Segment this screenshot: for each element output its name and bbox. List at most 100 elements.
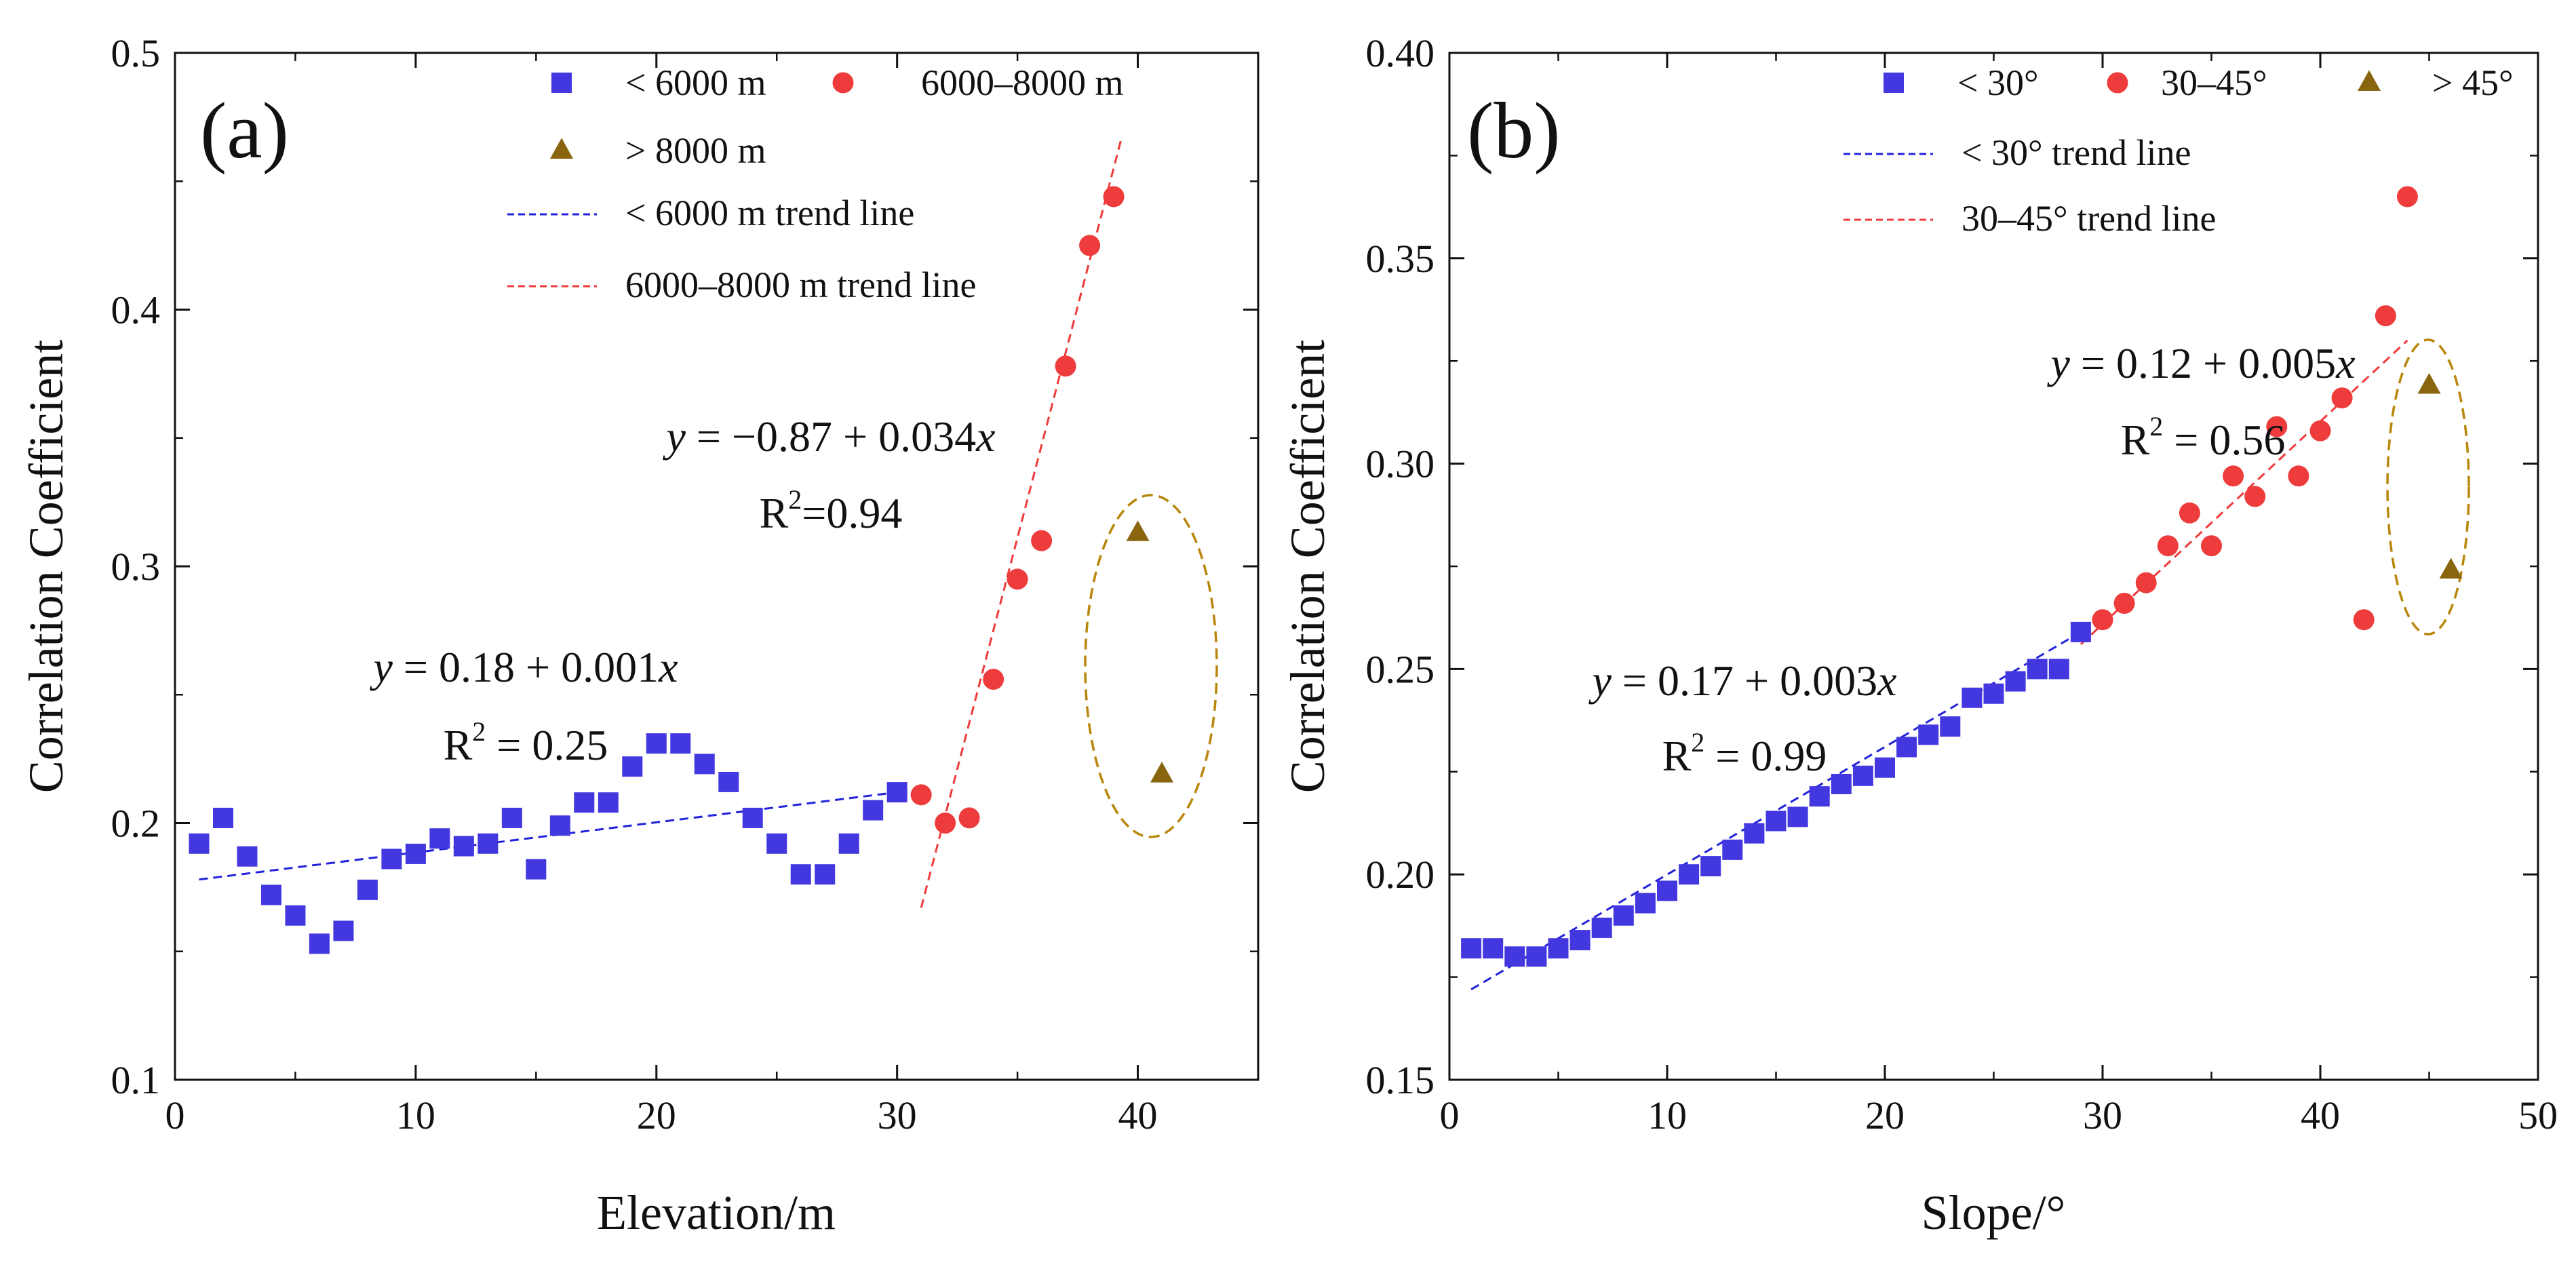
data-point — [2070, 621, 2091, 642]
data-point — [189, 833, 210, 854]
x-axis-title: Slope/° — [1921, 1186, 2066, 1240]
x-tick-label: 30 — [2083, 1093, 2122, 1137]
x-tick-label: 10 — [396, 1093, 435, 1137]
data-point — [983, 669, 1004, 690]
annotation-30-45deg-r2-prefix: R — [2121, 416, 2150, 464]
annotation-30-45deg-equation: y = 0.12 + 0.005x — [2047, 339, 2356, 387]
annotation-6000-8000-m-r2: R2=0.94 — [760, 484, 903, 537]
x-axis-title: Elevation/m — [597, 1186, 836, 1240]
data-point — [2417, 372, 2441, 394]
data-point — [1635, 893, 1656, 914]
data-point — [1126, 520, 1150, 541]
data-point — [1504, 946, 1525, 967]
data-point — [2201, 535, 2222, 557]
annotation-lt-30deg-equation: y = 0.17 + 0.003x — [1588, 657, 1897, 705]
data-point — [2048, 659, 2069, 680]
outlier-ellipse — [2386, 338, 2470, 636]
data-point — [260, 884, 281, 905]
data-point — [1809, 786, 1830, 807]
data-point — [381, 848, 402, 870]
data-point — [1722, 839, 1743, 860]
legend-marker-lt-30deg — [1884, 73, 1904, 93]
y-tick-label: 0.30 — [1366, 442, 1435, 486]
legend-label-6000-8000-m: 6000–8000 m — [921, 62, 1124, 103]
data-point — [1700, 856, 1721, 877]
data-point — [2266, 416, 2288, 437]
annotation-6000-8000-m-equation: y = −0.87 + 0.034x — [662, 412, 995, 461]
legend-marker-30-45deg — [2107, 72, 2128, 94]
data-point — [1765, 811, 1787, 832]
data-point — [549, 815, 570, 836]
data-point — [598, 792, 619, 813]
y-tick-label: 0.25 — [1366, 647, 1435, 691]
y-tick-label: 0.2 — [111, 802, 161, 846]
legend-label-gt-8000-m: > 8000 m — [625, 130, 766, 171]
trend-line-lt-6000-m-trend-line — [199, 791, 897, 881]
data-point — [1940, 716, 1961, 737]
data-point — [1657, 880, 1677, 901]
data-point — [212, 807, 233, 828]
annotation-lt-6000-m-r2-sup: 2 — [472, 716, 486, 747]
data-point — [477, 833, 499, 854]
annotation-lt-6000-m-eq-part-1: = 0.18 + 0.001 — [393, 643, 659, 691]
data-point — [1526, 946, 1547, 967]
data-point — [2396, 186, 2418, 208]
y-tick-label: 0.5 — [111, 31, 161, 75]
trend-line-30-45deg-trend-line — [2080, 339, 2408, 646]
data-point — [453, 836, 474, 857]
series-lt-6000-m — [189, 733, 908, 954]
data-point — [1055, 355, 1076, 377]
annotation-lt-6000-m-eq-part-2: x — [658, 643, 678, 691]
annotation-30-45deg-eq-part-1: = 0.12 + 0.005 — [2070, 339, 2336, 387]
y-tick-label: 0.40 — [1366, 31, 1435, 75]
legend-label-lt-30deg: < 30° — [1957, 62, 2039, 103]
legend-label-6000-8000-m-trend-line: 6000–8000 m trend line — [625, 265, 976, 305]
data-point — [2005, 671, 2026, 692]
data-point — [574, 792, 595, 813]
data-point — [1875, 757, 1895, 778]
data-point — [2288, 465, 2309, 487]
annotation-lt-30deg-eq-part-2: x — [1877, 657, 1896, 705]
annotation-6000-8000-m-eq-part-0: y — [662, 412, 686, 461]
data-point — [958, 807, 980, 829]
data-point — [2092, 609, 2113, 631]
data-point — [1103, 186, 1125, 208]
x-tick-label: 40 — [2301, 1093, 2340, 1137]
x-tick-label: 0 — [165, 1093, 185, 1137]
legend-label-30-45deg-trend-line: 30–45° trend line — [1962, 198, 2217, 239]
data-point — [2113, 593, 2135, 614]
data-point — [501, 807, 522, 828]
annotation-6000-8000-m-eq-part-2: x — [975, 412, 995, 461]
annotation-lt-6000-m-r2-prefix: R — [444, 721, 473, 769]
data-point — [2135, 572, 2157, 593]
data-point — [1483, 938, 1504, 959]
annotation-lt-6000-m-r2: R2 = 0.25 — [444, 716, 608, 769]
data-point — [2157, 535, 2179, 557]
data-point — [886, 782, 908, 803]
data-point — [2223, 465, 2244, 487]
series-gt-45deg — [2417, 372, 2463, 579]
outlier-ellipse — [1084, 494, 1218, 838]
annotation-lt-6000-m-eq-part-0: y — [370, 643, 393, 691]
annotation-lt-30deg-eq-part-1: = 0.17 + 0.003 — [1612, 657, 1877, 705]
annotation-30-45deg-r2-value: = 0.56 — [2163, 416, 2285, 464]
legend-label-lt-30deg-trend-line: < 30° trend line — [1962, 132, 2191, 173]
y-axis-title: Correlation Coefficient — [1281, 340, 1335, 793]
data-point — [526, 859, 547, 880]
data-point — [742, 807, 763, 828]
legend-label-lt-6000-m-trend-line: < 6000 m trend line — [625, 193, 914, 233]
data-point — [790, 864, 811, 885]
x-tick-label: 30 — [878, 1093, 917, 1137]
data-point — [2375, 305, 2396, 327]
panel-b: 0 10 20 30 40 50 0.15 0.20 0.25 0.30 0.35 0.40 Slope… — [1281, 31, 2558, 1240]
annotation-lt-6000-m-r2-value: = 0.25 — [486, 721, 608, 769]
annotation-6000-8000-m-eq-part-1: = −0.87 + 0.034 — [686, 412, 976, 461]
data-point — [1983, 683, 2004, 704]
data-point — [1787, 806, 1808, 827]
series-30-45deg — [2092, 186, 2418, 631]
annotation-lt-30deg-r2-sup: 2 — [1691, 727, 1704, 758]
legend: < 30° 30–45° > 45° < 30° trend line 30–45° t… — [1843, 62, 2514, 239]
x-tick-label: 20 — [637, 1093, 676, 1137]
panel-label: (b) — [1467, 86, 1561, 175]
legend: < 6000 m 6000–8000 m > 8000 m < 6000 m tren… — [507, 62, 1124, 305]
